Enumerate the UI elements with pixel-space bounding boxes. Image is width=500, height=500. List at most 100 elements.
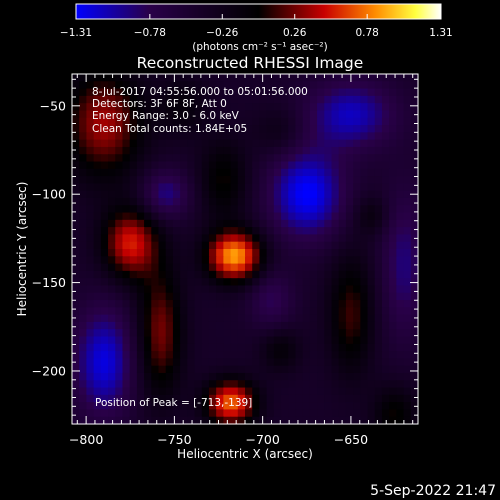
- heatmap-cell: [223, 95, 232, 104]
- heatmap-cell: [151, 372, 160, 381]
- heatmap-cell: [403, 270, 412, 279]
- heatmap-cell: [187, 314, 196, 323]
- heatmap-cell: [158, 387, 167, 396]
- heatmap-cell: [353, 336, 361, 345]
- heatmap-cell: [151, 336, 160, 345]
- heatmap-cell: [115, 219, 124, 228]
- heatmap-cell: [208, 278, 217, 287]
- heatmap-cell: [180, 183, 188, 192]
- heatmap-cell: [151, 394, 160, 403]
- heatmap-cell: [309, 88, 318, 97]
- heatmap-cell: [302, 110, 311, 119]
- heatmap-cell: [374, 95, 383, 104]
- heatmap-cell: [115, 88, 124, 97]
- heatmap-cell: [180, 314, 188, 323]
- heatmap-cell: [410, 365, 419, 374]
- heatmap-cell: [180, 365, 188, 374]
- heatmap-cell: [389, 402, 397, 411]
- heatmap-cell: [86, 387, 95, 396]
- heatmap-cell: [317, 329, 325, 338]
- heatmap-cell: [72, 387, 80, 396]
- heatmap-cell: [374, 88, 383, 97]
- heatmap-cell: [230, 241, 239, 250]
- heatmap-cell: [172, 321, 181, 330]
- heatmap-cell: [259, 292, 268, 301]
- heatmap-cell: [115, 409, 124, 418]
- heatmap-cell: [309, 372, 318, 381]
- heatmap-cell: [165, 278, 174, 287]
- heatmap-cell: [288, 387, 297, 396]
- heatmap-cell: [317, 183, 325, 192]
- heatmap-cell: [172, 95, 181, 104]
- heatmap-cell: [201, 343, 210, 352]
- heatmap-cell: [410, 117, 419, 126]
- heatmap-cell: [208, 409, 217, 418]
- heatmap-cell: [172, 190, 181, 199]
- heatmap-cell: [115, 249, 124, 257]
- heatmap-cell: [374, 103, 383, 112]
- heatmap-cell: [194, 292, 203, 301]
- heatmap-cell: [324, 103, 333, 112]
- heatmap-cell: [324, 409, 333, 418]
- heatmap-cell: [79, 351, 88, 359]
- heatmap-cell: [187, 256, 196, 265]
- heatmap-cell: [273, 190, 282, 199]
- heatmap-cell: [367, 329, 376, 338]
- heatmap-cell: [389, 234, 397, 243]
- heatmap-cell: [396, 161, 405, 170]
- heatmap-cell: [115, 95, 124, 104]
- heatmap-cell: [165, 300, 174, 308]
- heatmap-cell: [72, 307, 80, 316]
- heatmap-cell: [208, 292, 217, 301]
- heatmap-cell: [410, 380, 419, 389]
- heatmap-cell: [245, 256, 253, 265]
- heatmap-cell: [317, 278, 325, 287]
- heatmap-cell: [129, 74, 138, 82]
- heatmap-cell: [331, 343, 340, 352]
- heatmap-cell: [187, 125, 196, 133]
- heatmap-cell: [403, 88, 412, 97]
- heatmap-cell: [295, 307, 304, 316]
- heatmap-cell: [165, 125, 174, 133]
- heatmap-cell: [180, 154, 188, 163]
- heatmap-cell: [129, 292, 138, 301]
- heatmap-cell: [93, 190, 102, 199]
- heatmap-cell: [151, 387, 160, 396]
- heatmap-cell: [136, 256, 145, 265]
- heatmap-cell: [144, 256, 152, 265]
- heatmap-cell: [281, 365, 289, 374]
- heatmap-cell: [194, 343, 203, 352]
- heatmap-cell: [345, 205, 354, 214]
- heatmap-cell: [122, 394, 131, 403]
- heatmap-cell: [345, 81, 354, 90]
- heatmap-cell: [273, 103, 282, 112]
- heatmap-cell: [302, 372, 311, 381]
- heatmap-cell: [187, 263, 196, 272]
- heatmap-cell: [345, 190, 354, 199]
- heatmap-cell: [259, 314, 268, 323]
- heatmap-cell: [302, 387, 311, 396]
- heatmap-cell: [79, 234, 88, 243]
- heatmap-cell: [165, 234, 174, 243]
- heatmap-cell: [338, 292, 347, 301]
- heatmap-cell: [317, 409, 325, 418]
- heatmap-cell: [172, 343, 181, 352]
- heatmap-cell: [302, 139, 311, 148]
- heatmap-cell: [259, 380, 268, 389]
- heatmap-cell: [194, 190, 203, 199]
- heatmap-cell: [367, 387, 376, 396]
- heatmap-cell: [136, 190, 145, 199]
- heatmap-cell: [367, 81, 376, 90]
- heatmap-cell: [281, 263, 289, 272]
- heatmap-cell: [122, 256, 131, 265]
- heatmap-cell: [281, 307, 289, 316]
- heatmap-cell: [324, 336, 333, 345]
- heatmap-cell: [288, 256, 297, 265]
- heatmap-cell: [230, 285, 239, 294]
- heatmap-cell: [281, 212, 289, 221]
- heatmap-cell: [72, 256, 80, 265]
- heatmap-cell: [374, 285, 383, 294]
- heatmap-cell: [115, 307, 124, 316]
- heatmap-cell: [223, 125, 232, 133]
- heatmap-cell: [223, 256, 232, 265]
